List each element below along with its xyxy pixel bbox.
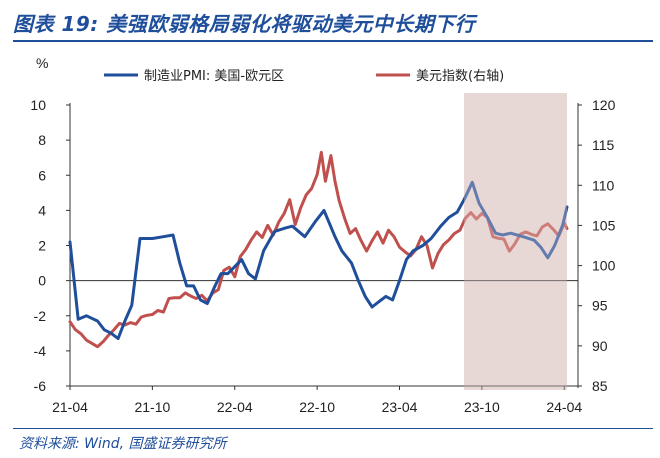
y2-tick-label: 85: [592, 378, 608, 394]
y-tick-label: -6: [34, 378, 47, 394]
y-tick-label: 8: [38, 132, 46, 148]
title-divider: [13, 40, 653, 42]
y2-tick-label: 120: [592, 97, 616, 113]
figure-title: 图表 19: 美强欧弱格局弱化将驱动美元中长期下行: [13, 12, 476, 36]
series-line-pmi-spread: [68, 180, 569, 341]
figure-header: 图表 19: 美强欧弱格局弱化将驱动美元中长期下行: [0, 0, 660, 44]
y2-tick-label: 105: [592, 217, 616, 233]
y2-tick-label: 110: [592, 177, 615, 193]
x-tick-label: 23-10: [464, 399, 500, 415]
x-tick-label: 21-04: [52, 399, 88, 415]
y-axis-unit: %: [36, 55, 48, 71]
x-tick-label: 21-10: [134, 399, 170, 415]
x-tick-label: 22-10: [299, 399, 335, 415]
legend-label-dollar-index: 美元指数(右轴): [416, 69, 504, 84]
shaded-region-overlay: [464, 93, 568, 390]
y-tick-label: 2: [38, 238, 46, 254]
y2-tick-label: 100: [592, 258, 616, 274]
y2-tick-label: 90: [592, 338, 608, 354]
x-tick-label: 23-04: [382, 399, 418, 415]
y-tick-label: 10: [30, 97, 46, 113]
figure-footer: 资料来源: Wind, 国盛证券研究所: [0, 428, 660, 458]
x-tick-label: 22-04: [217, 399, 253, 415]
y-tick-label: -2: [34, 308, 47, 324]
legend-label-pmi-spread: 制造业PMI: 美国-欧元区: [144, 69, 284, 84]
y2-tick-label: 115: [592, 137, 615, 153]
source-note: 资料来源: Wind, 国盛证券研究所: [19, 436, 227, 452]
x-tick-label: 24-04: [546, 399, 582, 415]
source-divider: [13, 428, 653, 429]
y2-tick-label: 95: [592, 298, 608, 314]
dual-axis-line-chart: -6 -4 -2 0 2 4 6 8 10% 85 90 95 100 105 110 115 120 21-04…: [30, 55, 616, 415]
y-tick-label: 4: [38, 202, 46, 218]
y-tick-label: 6: [38, 167, 46, 183]
y-tick-label: 0: [38, 273, 46, 289]
y-tick-label: -4: [34, 343, 47, 359]
